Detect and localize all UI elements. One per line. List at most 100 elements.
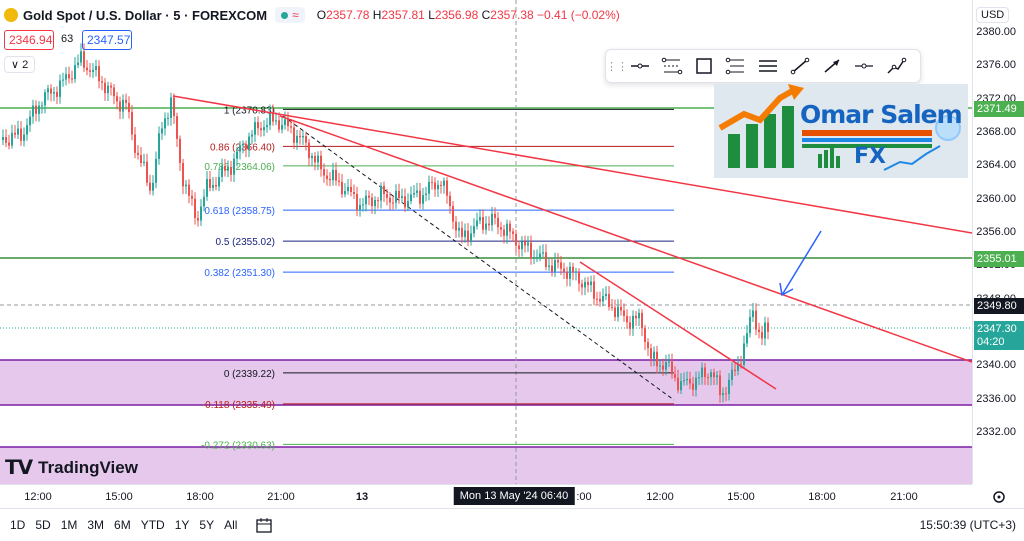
- candle-body: [83, 51, 85, 68]
- arrow-icon: [824, 59, 840, 73]
- timeframe-1d[interactable]: 1D: [10, 518, 26, 532]
- timeframe-5d[interactable]: 5D: [35, 518, 51, 532]
- timeframe-3m[interactable]: 3M: [87, 518, 105, 532]
- price-tick: 2376.00: [976, 59, 1016, 72]
- candle-body: [89, 70, 91, 72]
- time-tick: 15:00: [727, 491, 755, 503]
- candle-body: [485, 223, 487, 230]
- chart-area[interactable]: 1 (2370.83) 0.86 (2366.40) 0.786 (2364.06)…: [0, 0, 972, 484]
- candle-body: [602, 296, 604, 302]
- candle-body: [533, 257, 535, 259]
- price-tick: 2360.00: [976, 192, 1016, 205]
- trend-line-tool[interactable]: [784, 52, 816, 80]
- drag-handle-icon[interactable]: ⋮⋮: [606, 60, 628, 73]
- spread-value: 63: [61, 33, 74, 45]
- tradingview-logo-text: TradingView: [38, 457, 138, 477]
- pitchfork-tool[interactable]: [720, 52, 752, 80]
- timeframe-1m[interactable]: 1M: [60, 518, 78, 532]
- candle-body: [467, 230, 469, 241]
- timeframe-all[interactable]: All: [224, 518, 238, 532]
- fib-level-label: -0.118 (2335.49): [202, 400, 275, 411]
- candle-body: [662, 365, 664, 370]
- candle-body: [32, 105, 34, 117]
- candle-body: [152, 182, 154, 191]
- candle-body: [683, 380, 685, 382]
- candle-body: [335, 169, 337, 181]
- candle-body: [527, 242, 529, 246]
- price-tag: 2349.80: [974, 298, 1024, 314]
- candle-body: [458, 227, 460, 231]
- candle-body: [443, 180, 445, 186]
- fib-retracement[interactable]: 1 (2370.83) 0.86 (2366.40) 0.786 (2364.06)…: [201, 105, 674, 451]
- market-status-pill[interactable]: ≈: [275, 7, 305, 23]
- trend-line-short[interactable]: [579, 261, 777, 390]
- candle-body: [134, 134, 136, 153]
- candle-body: [725, 393, 727, 395]
- candle-body: [368, 195, 370, 198]
- currency-button[interactable]: USD: [976, 7, 1010, 23]
- path-icon: [887, 57, 907, 74]
- candle-body: [503, 229, 505, 236]
- indicators-collapse-button[interactable]: ∨ 2: [4, 56, 36, 73]
- candle-body: [494, 213, 496, 218]
- candle-body: [740, 363, 742, 365]
- candle-body: [743, 343, 745, 365]
- trend-line-mid[interactable]: [279, 115, 972, 363]
- time-axis-settings-icon[interactable]: [992, 490, 1006, 504]
- candle-body: [617, 306, 619, 318]
- fib-level-label: 0.786 (2364.06): [204, 162, 275, 173]
- trend-line-long[interactable]: [172, 95, 972, 234]
- symbol-title[interactable]: Gold Spot / U.S. Dollar · 5 · FOREXCOM: [23, 7, 268, 23]
- tradingview-watermark[interactable]: 𝗧𝗩 TradingView: [5, 455, 138, 480]
- horizontal-line-tool[interactable]: [624, 52, 656, 80]
- candle-body: [671, 361, 673, 375]
- time-axis[interactable]: 12:00 15:00 18:00 21:00 13 15:00 18:00 21:00 12:…: [0, 484, 1005, 508]
- timeframe-1y[interactable]: 1Y: [174, 518, 190, 532]
- annotation-arrow-head: [779, 282, 794, 297]
- demand-zone-lower[interactable]: [0, 447, 972, 484]
- candle-body: [722, 393, 724, 396]
- clock-timezone[interactable]: 15:50:39 (UTC+3): [919, 518, 1016, 532]
- candle-body: [590, 281, 592, 286]
- horizontal-line-icon: [631, 63, 649, 69]
- candle-body: [524, 241, 526, 246]
- price-tick: 2380.00: [976, 26, 1016, 38]
- timeframe-ytd[interactable]: YTD: [140, 518, 165, 532]
- candle-body: [77, 62, 79, 66]
- path-tool[interactable]: [880, 52, 912, 80]
- candle-body: [62, 79, 64, 81]
- price-axis[interactable]: USD 2380.00 2376.00 2372.00 2368.00 2364.00 2…: [972, 0, 1024, 484]
- candle-body: [734, 369, 736, 371]
- timeframe-5y[interactable]: 5Y: [199, 518, 215, 532]
- goto-date-icon[interactable]: [255, 516, 273, 534]
- candle-body: [275, 120, 277, 122]
- demand-zone-upper[interactable]: [0, 360, 972, 405]
- candle-body: [407, 201, 409, 208]
- annotation-arrow[interactable]: [781, 230, 822, 296]
- candle-body: [464, 230, 466, 237]
- candle-body: [131, 112, 133, 135]
- candle-body: [101, 81, 103, 83]
- candle-body: [44, 92, 46, 106]
- candle-body: [233, 158, 235, 175]
- time-tick: 21:00: [267, 491, 295, 503]
- fib-tool[interactable]: [656, 52, 688, 80]
- horizontal-ray-tool[interactable]: [848, 52, 880, 80]
- candle-body: [104, 82, 106, 94]
- candle-body: [119, 101, 121, 112]
- rectangle-tool[interactable]: [688, 52, 720, 80]
- candle-body: [224, 166, 226, 171]
- candle-body: [713, 372, 715, 378]
- candle-body: [35, 105, 37, 114]
- candle-body: [146, 161, 148, 183]
- channel-tool[interactable]: [752, 52, 784, 80]
- candle-body: [380, 185, 382, 201]
- sell-button[interactable]: 2346.94: [4, 30, 54, 50]
- timeframe-6m[interactable]: 6M: [114, 518, 131, 532]
- arrow-tool[interactable]: [816, 52, 848, 80]
- candle-body: [338, 180, 340, 182]
- candle-body: [446, 180, 448, 196]
- buy-button[interactable]: 2347.57: [82, 30, 132, 50]
- candle-body: [620, 306, 622, 311]
- price-chart[interactable]: 1 (2370.83) 0.86 (2366.40) 0.786 (2364.06)…: [0, 0, 972, 484]
